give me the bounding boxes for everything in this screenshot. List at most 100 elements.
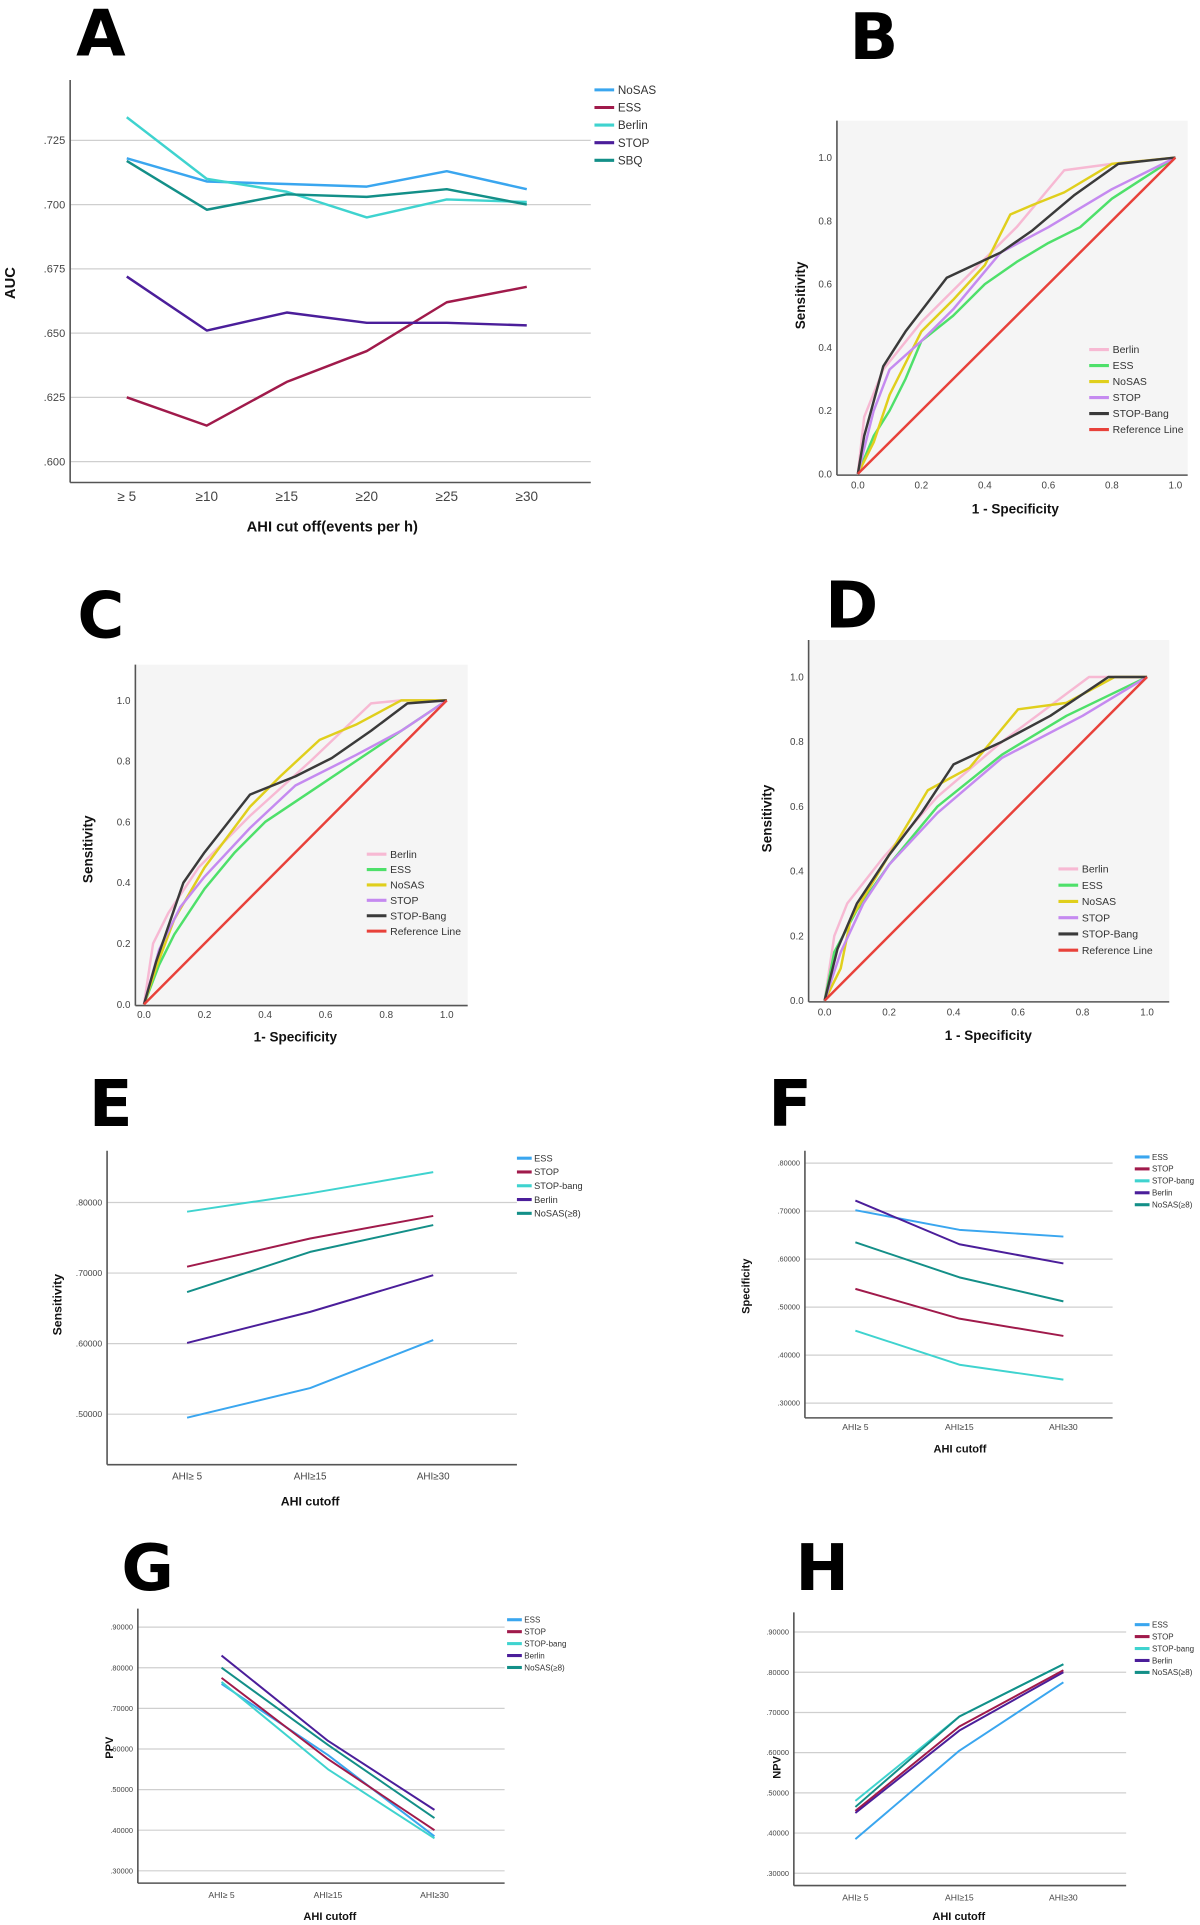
legend-label: STOP xyxy=(1152,1165,1174,1174)
x-tick-label: 0.4 xyxy=(978,481,992,492)
y-tick-label: 0.4 xyxy=(117,878,131,889)
series-line-berlin xyxy=(186,1274,434,1344)
legend-label: ESS xyxy=(534,1153,552,1163)
x-axis-label: AHI cutoff xyxy=(303,1911,356,1923)
series-line-ess xyxy=(856,156,1177,475)
x-tick-label: AHI≥30 xyxy=(420,1890,449,1900)
x-tick-label: AHI≥15 xyxy=(294,1471,327,1482)
legend-label: STOP xyxy=(618,137,650,150)
series-line-nosas xyxy=(126,157,528,191)
y-tick-label: .80000 xyxy=(76,1198,103,1208)
x-tick-label: AHI≥ 5 xyxy=(842,1892,868,1902)
series-line-nosas-8- xyxy=(855,1241,1064,1303)
y-tick-label: 1.0 xyxy=(790,672,804,683)
x-tick-label: 1.0 xyxy=(1169,481,1183,492)
y-tick-label: .70000 xyxy=(766,1708,789,1717)
series-line-reference-line xyxy=(823,676,1148,1002)
series-line-stop xyxy=(823,675,1148,1002)
y-tick-label: .70000 xyxy=(777,1207,800,1216)
legend-label: NoSAS xyxy=(1113,377,1147,388)
y-axis-label: Specificity xyxy=(741,1258,753,1314)
x-tick-label: ≥15 xyxy=(276,489,298,504)
y-tick-label: .40000 xyxy=(110,1826,133,1835)
x-tick-label: ≥10 xyxy=(196,489,218,504)
x-tick-label: 0.8 xyxy=(1105,481,1119,492)
y-axis-label: AUC xyxy=(3,267,19,299)
legend-label: NoSAS xyxy=(390,881,424,892)
x-tick-label: AHI≥30 xyxy=(1049,1422,1078,1432)
x-tick-label: ≥30 xyxy=(516,489,538,504)
series-line-stop-bang xyxy=(186,1171,434,1213)
x-tick-label: 0.2 xyxy=(882,1007,896,1018)
legend-label: Reference Line xyxy=(390,927,461,938)
legend-label: Berlin xyxy=(1152,1656,1172,1665)
y-tick-label: .625 xyxy=(44,392,66,404)
x-tick-label: 0.4 xyxy=(258,1010,272,1021)
series-line-stop-bang xyxy=(856,156,1176,475)
panel-c: C 0.0 0.2 0.4 0.6 0.8 1.0 0.0 0.2 0.4 0.6 0.8 1.0 Sen… xyxy=(77,580,468,1044)
y-tick-label: .60000 xyxy=(110,1745,133,1754)
legend-label: SBQ xyxy=(618,154,643,167)
x-tick-label: ≥25 xyxy=(436,489,458,504)
panel-d: D 0.0 0.2 0.4 0.6 0.8 1.0 0.0 0.2 0.4 0.6 0.8 1.0 Sen… xyxy=(760,570,1170,1043)
legend-label: NoSAS xyxy=(618,84,657,97)
x-tick-label: AHI≥ 5 xyxy=(842,1422,868,1432)
x-tick-label: 0.0 xyxy=(851,481,865,492)
legend-label: ESS xyxy=(390,865,411,876)
y-tick-label: .40000 xyxy=(777,1351,800,1360)
y-tick-label: .90000 xyxy=(766,1628,789,1637)
x-tick-label: AHI≥30 xyxy=(1049,1892,1078,1902)
x-tick-label: 0.0 xyxy=(818,1007,832,1018)
series-line-nosas-8- xyxy=(186,1224,434,1294)
x-tick-label: 0.4 xyxy=(947,1007,961,1018)
series-line-berlin xyxy=(220,1654,435,1811)
x-axis-label: AHI cut off(events per h) xyxy=(247,520,418,536)
y-tick-label: 0.4 xyxy=(818,343,832,354)
x-tick-label: 1.0 xyxy=(1140,1007,1154,1018)
series-line-stop-bang xyxy=(142,699,447,1005)
x-tick-label: 0.6 xyxy=(1042,481,1056,492)
y-tick-label: .80000 xyxy=(110,1663,133,1672)
x-tick-label: 0.2 xyxy=(198,1010,212,1021)
panel-letter: E xyxy=(89,1068,133,1142)
panel-letter: H xyxy=(795,1532,849,1606)
series-line-berlin xyxy=(855,1199,1064,1265)
legend-label: STOP xyxy=(534,1167,559,1177)
series-line-stop xyxy=(856,156,1176,475)
x-tick-label: AHI≥15 xyxy=(314,1890,343,1900)
x-tick-label: 1.0 xyxy=(440,1010,454,1021)
x-tick-label: ≥ 5 xyxy=(117,489,136,504)
x-tick-label: 0.6 xyxy=(319,1010,333,1021)
series-line-berlin xyxy=(856,156,1176,475)
y-tick-label: 1.0 xyxy=(117,696,131,707)
y-tick-label: 0.2 xyxy=(790,931,804,942)
y-tick-label: .725 xyxy=(44,135,66,147)
legend-label: ESS xyxy=(1152,1153,1168,1162)
y-tick-label: 1.0 xyxy=(818,153,832,164)
y-tick-label: .600 xyxy=(44,456,66,468)
legend-label: ESS xyxy=(1152,1620,1168,1629)
series-line-reference-line xyxy=(856,156,1177,475)
legend-label: Berlin xyxy=(390,850,417,861)
y-tick-label: .90000 xyxy=(110,1623,133,1632)
panel-letter: D xyxy=(825,570,878,644)
legend-label: Reference Line xyxy=(1113,425,1184,436)
x-axis-label: AHI cutoff xyxy=(934,1443,987,1455)
x-tick-label: 0.2 xyxy=(915,481,929,492)
y-tick-label: .60000 xyxy=(777,1255,800,1264)
y-tick-label: 0.2 xyxy=(818,406,832,417)
y-axis-label: NPV xyxy=(771,1755,783,1778)
panel-f: F .30000 .40000 .50000 .60000 .70000 .80000 AHI… xyxy=(741,1068,1195,1455)
legend-label: STOP-Bang xyxy=(1082,930,1138,941)
legend-label: NoSAS xyxy=(1082,897,1116,908)
y-tick-label: .80000 xyxy=(766,1668,789,1677)
x-tick-label: 0.0 xyxy=(137,1010,151,1021)
legend-label: Berlin xyxy=(1082,865,1109,876)
series-line-berlin xyxy=(142,699,447,1005)
legend-label: STOP xyxy=(390,896,418,907)
y-tick-label: 0.8 xyxy=(117,757,131,768)
panel-b: B 0.0 0.2 0.4 0.6 0.8 1.0 0.0 0.2 0.4 0.6 0.8 1.0 Sen… xyxy=(793,1,1188,516)
x-axis-label: 1 - Specificity xyxy=(972,501,1060,516)
series-line-reference-line xyxy=(143,699,448,1006)
y-tick-label: 0.6 xyxy=(117,817,131,828)
